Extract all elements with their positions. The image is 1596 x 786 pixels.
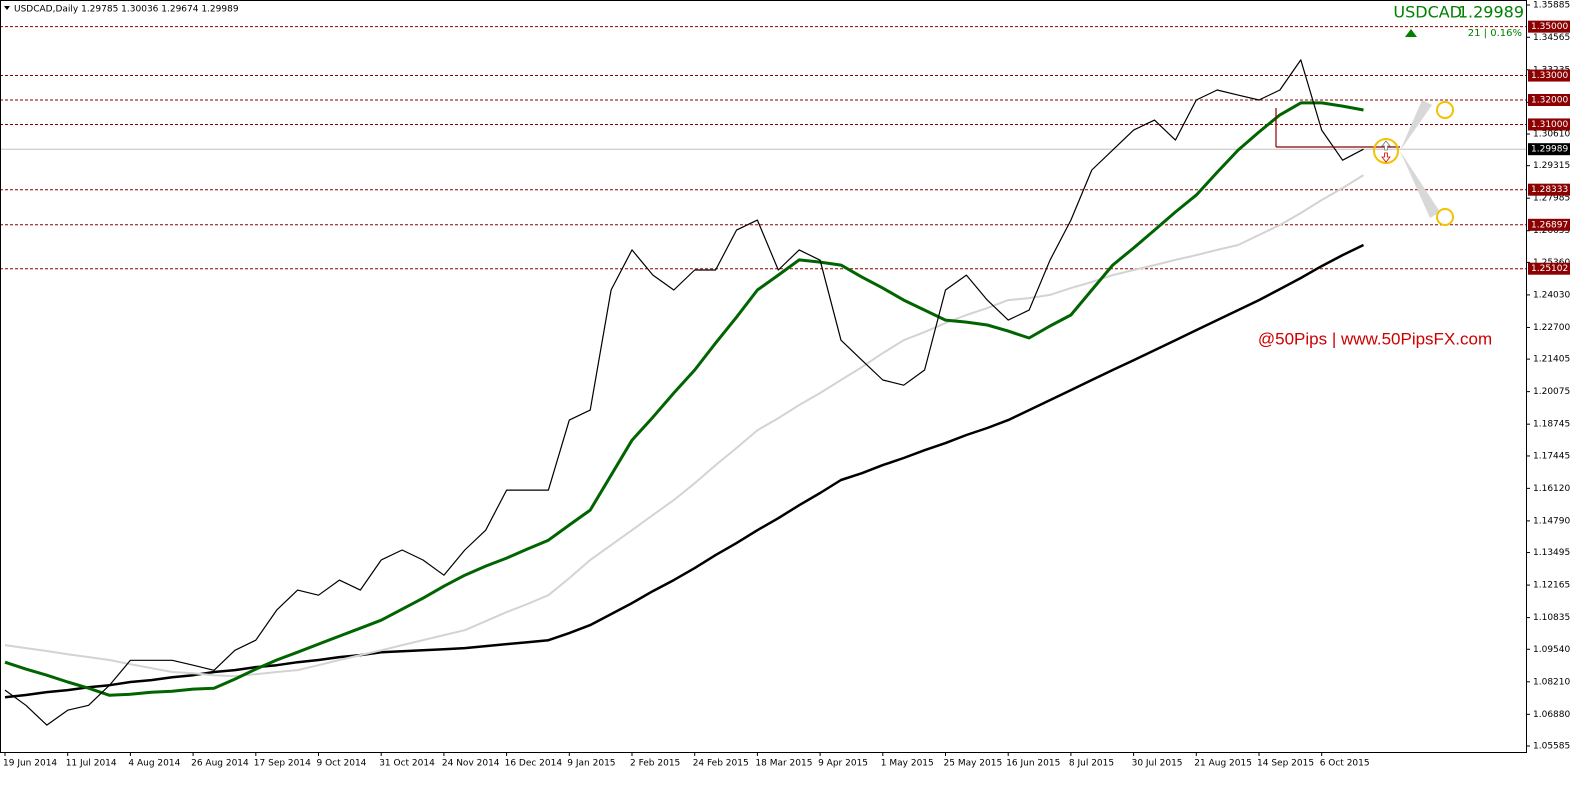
- y-tick-label: 1.21405: [1533, 355, 1570, 365]
- x-tick-label: 1 May 2015: [881, 759, 934, 769]
- level-label: 1.35000: [1531, 22, 1568, 32]
- y-tick-label: 1.26655: [1533, 226, 1570, 236]
- x-tick-label: 31 Oct 2014: [379, 759, 435, 769]
- y-tick-label: 1.08210: [1533, 677, 1570, 687]
- y-tick-label: 1.17445: [1533, 451, 1570, 461]
- grid-layer: [0, 26, 1526, 270]
- series-layer: [4, 59, 1365, 726]
- series-line: [4, 59, 1364, 726]
- marker-circle: [1373, 138, 1399, 164]
- plot-frame: [0, 0, 1527, 753]
- last-price-box: [1528, 143, 1570, 156]
- change: 21 | 0.16%: [1468, 28, 1522, 39]
- symbol: USDCAD: [1393, 3, 1462, 22]
- x-tick-label: 21 Aug 2015: [1194, 759, 1252, 769]
- projection: [1400, 151, 1440, 218]
- x-tick-label: 8 Jul 2015: [1069, 759, 1114, 769]
- y-tick-label: 1.14790: [1533, 516, 1570, 526]
- y-tick-label: 1.13495: [1533, 548, 1570, 558]
- x-tick-label: 25 May 2015: [944, 759, 1003, 769]
- level-label: 1.33000: [1531, 71, 1568, 81]
- series-line: [4, 174, 1365, 678]
- x-tick-label: 11 Jul 2014: [66, 759, 117, 769]
- y-tick-label: 1.12165: [1533, 581, 1570, 591]
- level-label-box: [1528, 94, 1570, 107]
- marker-circle: [1436, 101, 1454, 119]
- level-label: 1.28333: [1531, 185, 1568, 195]
- label-layer: 1.358851.345651.332351.319051.306101.293…: [3, 1, 1570, 769]
- y-tick-label: 1.22700: [1533, 323, 1570, 333]
- x-tick-label: 9 Apr 2015: [818, 759, 868, 769]
- x-tick-label: 9 Jan 2015: [567, 759, 615, 769]
- x-tick-label: 24 Feb 2015: [693, 759, 749, 769]
- y-tick-label: 1.29315: [1533, 161, 1570, 171]
- y-tick-label: 1.24030: [1533, 290, 1570, 300]
- y-tick-label: 1.09540: [1533, 645, 1570, 655]
- up-indicator: [1405, 29, 1417, 37]
- y-tick-label: 1.16120: [1533, 484, 1570, 494]
- x-tick-label: 19 Jun 2014: [3, 759, 57, 769]
- level-label: 1.32000: [1531, 96, 1568, 106]
- x-tick-label: 26 Aug 2014: [191, 759, 249, 769]
- x-tick-label: 4 Aug 2014: [128, 759, 180, 769]
- x-tick-label: 18 Mar 2015: [755, 759, 812, 769]
- chart-title: USDCAD,Daily 1.29785 1.30036 1.29674 1.2…: [14, 5, 239, 15]
- x-tick-label: 24 Nov 2014: [442, 759, 500, 769]
- y-tick-label: 1.05585: [1533, 742, 1570, 752]
- x-tick-label: 6 Oct 2015: [1320, 759, 1370, 769]
- menu-arrow: [4, 6, 10, 10]
- x-tick-label: 16 Dec 2014: [505, 759, 563, 769]
- level-label-box: [1528, 183, 1570, 196]
- level-label-box: [1528, 69, 1570, 82]
- series-line: [4, 243, 1365, 699]
- last-price: 1.29989: [1458, 3, 1524, 22]
- x-tick-label: 2 Feb 2015: [630, 759, 680, 769]
- y-tick-label: 1.06880: [1533, 710, 1570, 720]
- arrow-up: [1381, 140, 1391, 151]
- level-label: 1.31000: [1531, 120, 1568, 130]
- y-tick-label: 1.30610: [1533, 130, 1570, 140]
- y-tick-label: 1.10835: [1533, 613, 1570, 623]
- level-label-box: [1528, 262, 1570, 275]
- level-label-box: [1528, 20, 1570, 33]
- y-tick-label: 1.35885: [1533, 1, 1570, 11]
- y-tick-label: 1.18745: [1533, 420, 1570, 430]
- level-label-box: [1528, 118, 1570, 131]
- x-tick-label: 9 Oct 2014: [317, 759, 367, 769]
- watermark: @50Pips | www.50PipsFX.com: [1258, 329, 1492, 348]
- level-label: 1.26897: [1531, 220, 1568, 230]
- projection: [1400, 100, 1432, 151]
- y-tick-label: 1.20075: [1533, 387, 1570, 397]
- x-tick-label: 17 Sep 2014: [254, 759, 311, 769]
- series-line: [4, 101, 1364, 697]
- x-tick-label: 14 Sep 2015: [1257, 759, 1314, 769]
- y-tick-label: 1.34565: [1533, 33, 1570, 43]
- y-tick-label: 1.27985: [1533, 194, 1570, 204]
- arrow-down: [1381, 152, 1391, 163]
- level-label-box: [1528, 218, 1570, 231]
- marker-circle: [1436, 208, 1454, 226]
- x-tick-label: 30 Jul 2015: [1132, 759, 1183, 769]
- x-tick-label: 16 Jun 2015: [1006, 759, 1060, 769]
- level-label: 1.25102: [1531, 264, 1568, 274]
- last-price-label: 1.29989: [1531, 145, 1568, 155]
